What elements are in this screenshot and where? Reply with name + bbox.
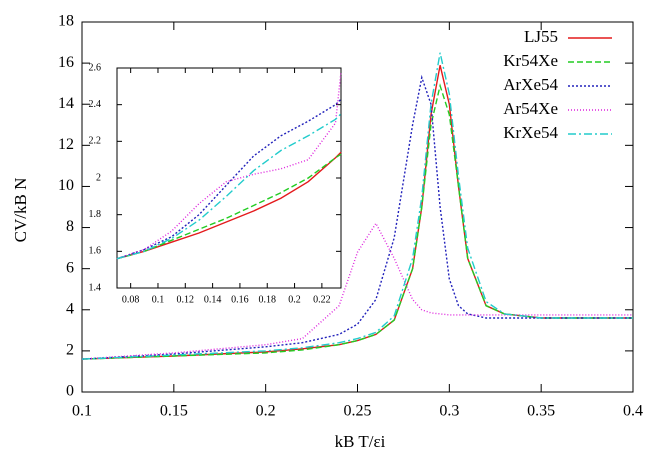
y-tick-label: 2.4 — [89, 99, 102, 110]
x-tick-label: 0.25 — [344, 403, 372, 420]
legend-label: Ar54Xe — [503, 99, 558, 118]
y-tick-label: 1.8 — [89, 209, 102, 220]
x-tick-label: 0.2 — [288, 294, 301, 305]
y-tick-label: 2.6 — [89, 62, 102, 73]
line — [81, 83, 633, 360]
y-tick-label: 14 — [58, 95, 74, 112]
y-axis-label: CV/kB N — [11, 178, 30, 243]
x-tick-label: 0.2 — [256, 403, 276, 420]
y-tick-label: 8 — [66, 218, 74, 235]
x-tick-label: 0.14 — [204, 294, 222, 305]
y-tick-label: 4 — [66, 300, 74, 317]
line — [81, 222, 633, 360]
x-tick-label: 0.15 — [160, 403, 188, 420]
y-tick-label: 0 — [66, 383, 74, 400]
line — [116, 153, 342, 260]
y-tick-label: 2 — [96, 172, 101, 183]
y-tick-label: 1.6 — [89, 246, 102, 257]
legend-label: Kr54Xe — [503, 51, 558, 70]
x-tick-label: 0.16 — [231, 294, 249, 305]
x-tick-label: 0.12 — [177, 294, 195, 305]
legend-label: LJ55 — [524, 27, 558, 46]
y-tick-label: 2 — [66, 342, 74, 359]
line — [116, 151, 342, 260]
x-tick-label: 0.1 — [72, 403, 92, 420]
x-tick-label: 0.35 — [527, 403, 555, 420]
x-tick-label: 0.08 — [122, 294, 140, 305]
x-tick-label: 0.4 — [623, 403, 643, 420]
y-tick-label: 18 — [58, 13, 74, 30]
y-tick-label: 10 — [58, 177, 74, 194]
y-tick-label: 16 — [58, 54, 74, 71]
plot-area — [116, 67, 342, 289]
x-axis-label: kB T/εi — [335, 432, 386, 451]
y-tick-label: 1.4 — [89, 282, 102, 293]
legend-label: ArXe54 — [503, 75, 558, 94]
y-tick-label: 2.2 — [89, 136, 102, 147]
line — [81, 74, 633, 360]
x-tick-label: 0.1 — [152, 294, 165, 305]
line — [116, 113, 342, 260]
x-tick-label: 0.3 — [439, 403, 459, 420]
line — [116, 71, 342, 260]
x-tick-label: 0.22 — [313, 294, 331, 305]
y-tick-label: 6 — [66, 259, 74, 276]
x-tick-label: 0.18 — [258, 294, 276, 305]
line — [81, 52, 633, 360]
legend-label: KrXe54 — [503, 123, 558, 142]
y-tick-label: 12 — [58, 136, 74, 153]
